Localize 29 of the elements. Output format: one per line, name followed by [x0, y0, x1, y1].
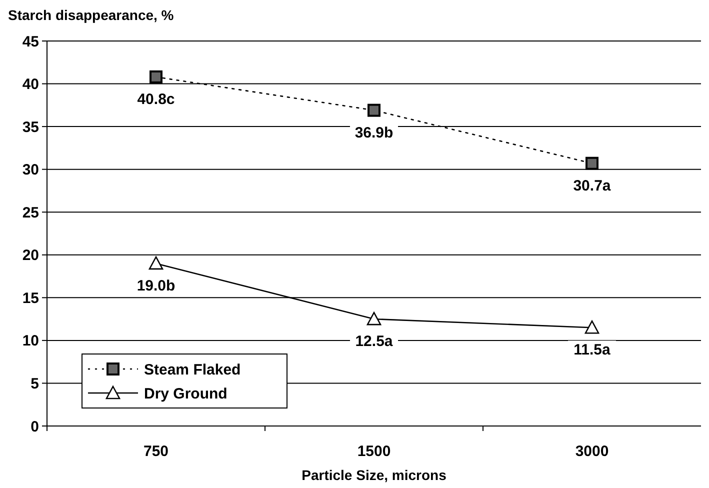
y-tick-label: 35 — [22, 118, 39, 136]
data-label: 12.5a — [355, 333, 394, 350]
point — [148, 256, 164, 270]
data-label: 11.5a — [574, 342, 612, 359]
point — [584, 320, 600, 334]
x-tick-label: 3000 — [575, 443, 609, 460]
y-tick-label: 20 — [22, 247, 39, 264]
point — [368, 104, 380, 117]
y-tick-label: 40 — [22, 76, 39, 94]
y-axis-title: Starch disappearance, % — [8, 7, 174, 23]
x-tick-label: 1500 — [357, 443, 391, 460]
y-tick-label: 25 — [22, 204, 39, 222]
legend-label: Dry Ground — [144, 385, 228, 402]
x-axis-title: Particle Size, microns — [302, 467, 447, 483]
data-label: 30.7a — [573, 177, 612, 194]
y-tick-label: 30 — [22, 162, 39, 179]
y-tick-label: 0 — [30, 418, 39, 436]
y-tick-label: 10 — [22, 332, 39, 350]
legend-label: Steam Flaked — [144, 361, 241, 378]
y-tick-label: 45 — [22, 33, 39, 50]
data-label: 40.8c — [137, 90, 175, 108]
point — [366, 312, 382, 326]
data-label: 36.9b — [354, 124, 394, 142]
x-tick-label: 750 — [143, 443, 169, 460]
y-tick-label: 15 — [22, 290, 39, 307]
data-label: 19.0b — [136, 277, 176, 294]
point — [150, 70, 162, 84]
y-tick-label: 5 — [30, 375, 39, 392]
point — [586, 156, 598, 170]
